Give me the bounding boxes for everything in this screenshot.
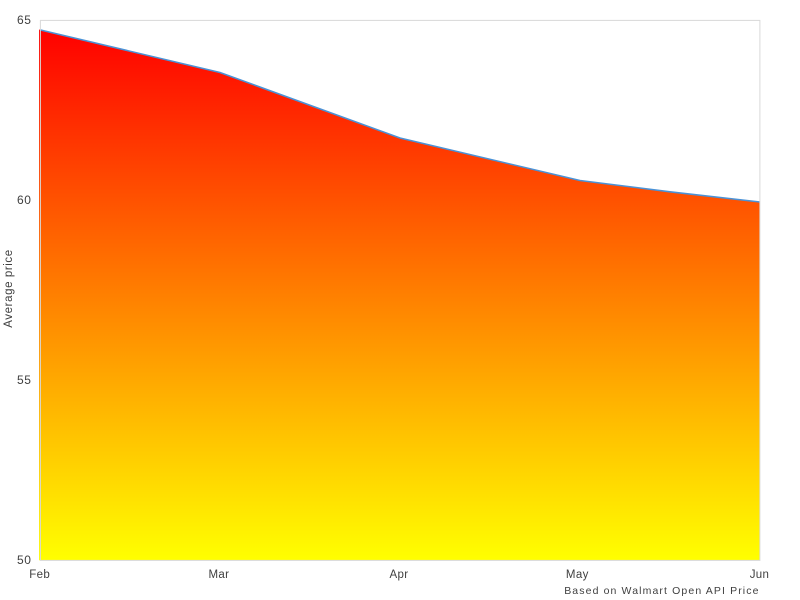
svg-text:Apr: Apr	[390, 569, 409, 581]
svg-text:Feb: Feb	[29, 569, 50, 581]
svg-text:Mar: Mar	[208, 569, 229, 581]
svg-text:Average price: Average price	[3, 249, 15, 328]
svg-text:May: May	[566, 569, 589, 581]
svg-text:60: 60	[17, 193, 32, 207]
svg-text:50: 50	[17, 553, 32, 567]
svg-text:65: 65	[17, 13, 32, 27]
svg-text:Based on Walmart Open API Pric: Based on Walmart Open API Price	[564, 585, 759, 597]
svg-text:55: 55	[17, 373, 32, 387]
svg-text:Jun: Jun	[750, 569, 770, 581]
